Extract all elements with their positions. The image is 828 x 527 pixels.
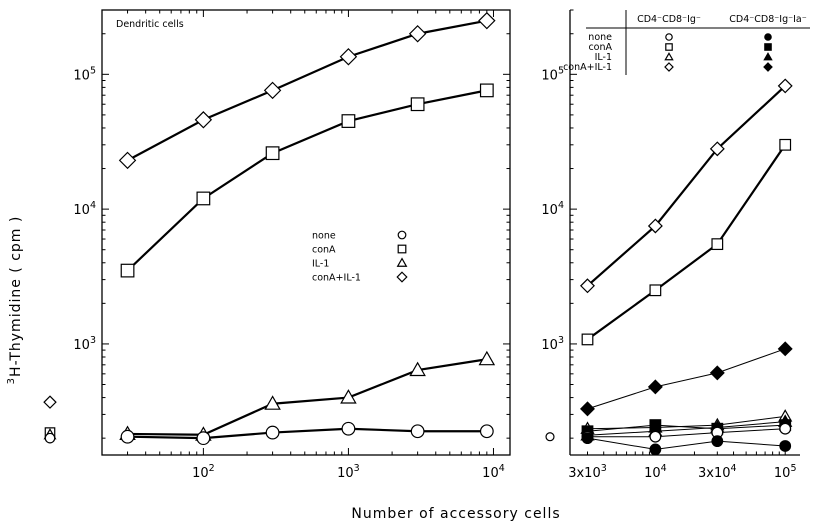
legend-marker-triangle-filled — [763, 52, 773, 61]
data-point-circle-open — [120, 429, 135, 444]
legend-marker-diamond-open — [396, 271, 408, 283]
x-axis-label: Number of accessory cells — [351, 506, 560, 522]
legend-marker-circle-filled — [764, 33, 772, 41]
legend-marker-circle-open — [397, 230, 407, 240]
x-tick-label: 3x104 — [698, 463, 737, 481]
data-point-square-open — [581, 333, 594, 346]
plot-frame — [101, 9, 511, 456]
legend-marker-triangle-open — [664, 52, 674, 61]
data-point-circle-filled — [711, 435, 724, 448]
series-line-circle-open — [127, 427, 487, 440]
legend-marker-square-open — [665, 43, 673, 51]
data-point-diamond-open — [777, 78, 793, 94]
y-tick-label: 104 — [541, 200, 564, 218]
data-point-square-open — [711, 238, 724, 251]
data-point-circle-filled — [649, 443, 662, 456]
data-point-diamond-filled — [580, 401, 595, 417]
data-point-circle-open — [779, 422, 792, 435]
data-point-diamond-filled — [647, 379, 663, 395]
left-panel: 103 104 105 102 103 104 Dendritic cells none con… — [43, 9, 511, 481]
series-line-diamond-open — [127, 19, 488, 162]
legend-column-header-1: CD4⁻CD8⁻Ig⁻ — [637, 14, 701, 25]
x-tick-label: 102 — [192, 463, 215, 481]
background-point-circle-open — [545, 432, 555, 442]
data-point-diamond-open — [709, 141, 725, 157]
data-point-diamond-open — [263, 81, 282, 100]
x-tick-label: 103 — [337, 463, 360, 481]
legend-label-cona-il-1: conA+IL-1 — [312, 273, 361, 284]
data-point-square-open — [479, 83, 494, 98]
y-tick-label: 105 — [73, 65, 96, 83]
data-point-diamond-open — [194, 111, 213, 129]
right-panel: 103 104 105 3x103 104 3x104 105 CD4⁻CD8⁻Ig⁻ CD4⁻… — [541, 9, 810, 481]
data-point-square-open — [120, 263, 135, 278]
data-point-circle-open — [265, 425, 280, 440]
data-point-circle-open — [341, 421, 356, 436]
x-tick-label: 104 — [482, 463, 505, 481]
legend-marker-diamond-open — [664, 62, 674, 72]
legend-marker-circle-open — [665, 33, 673, 41]
data-point-diamond-open — [339, 48, 358, 66]
x-tick-label: 105 — [774, 463, 797, 481]
legend-column-header-2: CD4⁻CD8⁻Ig⁻Ia⁻ — [729, 14, 807, 25]
series-line-square-open — [586, 144, 787, 341]
data-point-diamond-open — [647, 218, 663, 234]
legend-label-none: none — [312, 231, 336, 242]
y-tick-label: 103 — [73, 335, 96, 353]
x-tick-label: 3x103 — [568, 463, 607, 481]
data-point-circle-open — [479, 424, 494, 439]
data-point-circle-open — [196, 431, 211, 446]
data-point-circle-open — [649, 430, 662, 443]
data-point-square-open — [649, 284, 662, 297]
legend-marker-square-open — [397, 244, 407, 254]
data-point-triangle-open — [409, 361, 426, 377]
series-line-triangle-open — [127, 358, 488, 436]
data-point-square-open — [341, 114, 356, 128]
legend-row-il-1: IL-1 — [595, 52, 612, 63]
legend-marker-square-filled — [764, 43, 772, 51]
data-point-circle-filled — [581, 432, 594, 445]
legend-label-il-1: IL-1 — [312, 259, 329, 270]
series-line-triangle-filled — [587, 421, 786, 436]
legend-row-cona: conA — [588, 42, 612, 53]
series-line-circle-open — [587, 428, 786, 438]
data-point-square-open — [265, 146, 280, 161]
data-point-diamond-open — [118, 151, 137, 170]
y-tick-label: 104 — [73, 200, 96, 218]
data-point-diamond-filled — [777, 341, 793, 357]
data-point-triangle-open — [478, 350, 496, 366]
background-point-diamond-open — [43, 395, 57, 409]
legend-row-none: none — [588, 32, 612, 43]
series-line-diamond-open — [586, 85, 786, 287]
series-line-diamond-filled — [587, 348, 786, 410]
x-tick-label: 104 — [644, 463, 667, 481]
y-tick-label: 103 — [541, 335, 564, 353]
data-point-triangle-open — [340, 389, 357, 404]
background-point-circle-open — [44, 432, 56, 444]
series-line-square-filled — [587, 424, 786, 432]
data-point-square-open — [410, 97, 425, 112]
data-point-diamond-open — [478, 11, 496, 30]
data-point-circle-open — [410, 424, 425, 439]
y-axis-label: 3H-Thymidine ( cpm ) — [6, 216, 24, 385]
data-point-square-open — [779, 138, 792, 151]
legend-row-cona-il-1: conA+IL-1 — [563, 62, 612, 73]
series-line-square-open — [126, 89, 488, 272]
data-point-circle-filled — [779, 440, 792, 452]
data-point-square-open — [196, 191, 211, 206]
data-point-triangle-open — [264, 395, 281, 410]
legend-marker-triangle-open — [396, 257, 408, 267]
data-point-diamond-open — [580, 278, 595, 294]
y-tick-label: 105 — [541, 65, 564, 83]
data-point-diamond-open — [408, 25, 427, 43]
data-point-diamond-filled — [709, 365, 725, 381]
series-line-circle-filled — [587, 437, 786, 450]
legend-label-cona: conA — [312, 245, 336, 256]
legend-marker-diamond-filled — [763, 62, 773, 72]
panel-title: Dendritic cells — [116, 19, 184, 30]
